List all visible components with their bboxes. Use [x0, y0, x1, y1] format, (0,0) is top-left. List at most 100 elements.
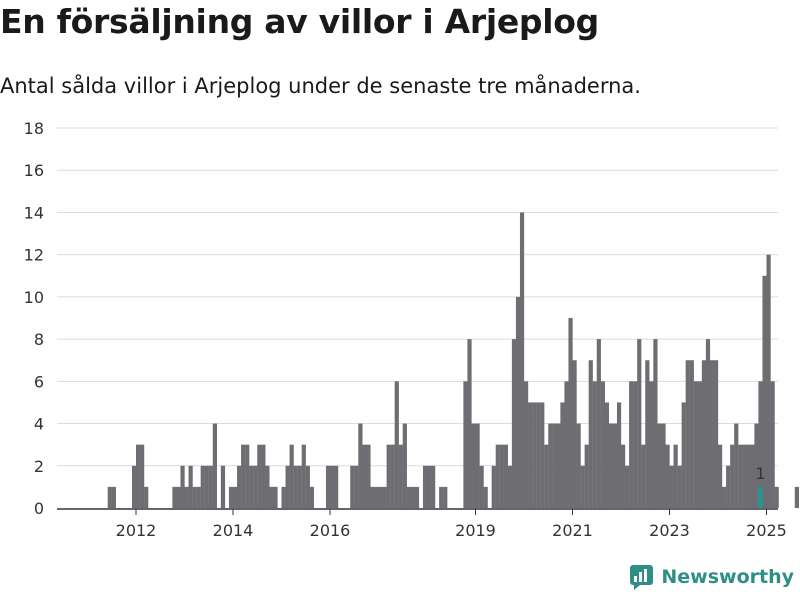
- bar: [406, 486, 411, 508]
- bar: [770, 381, 775, 508]
- bar: [366, 444, 371, 508]
- bar: [742, 444, 747, 508]
- bar: [402, 423, 407, 508]
- bar: [592, 381, 597, 508]
- bar: [564, 381, 569, 508]
- bar: [697, 381, 702, 508]
- bar: [491, 465, 496, 508]
- brand-name: Newsworthy: [661, 566, 794, 588]
- bar: [273, 486, 278, 508]
- bar: [584, 444, 589, 508]
- bar: [414, 486, 420, 508]
- bar: [604, 402, 610, 508]
- y-tick-label: 0: [34, 499, 44, 518]
- bar: [629, 381, 634, 508]
- bar: [794, 486, 799, 508]
- bar: [358, 423, 363, 508]
- bar: [722, 486, 727, 508]
- bar: [350, 465, 355, 508]
- y-axis: 0 2 4 6 8 10 12 14 16 18: [24, 119, 44, 518]
- bar: [188, 465, 193, 508]
- x-tick-label: 2021: [552, 521, 593, 540]
- gridlines: [57, 127, 778, 467]
- bar: [390, 444, 395, 508]
- bar: [661, 423, 666, 508]
- bar: [536, 402, 541, 508]
- bar: [637, 339, 642, 508]
- bar: [204, 465, 209, 508]
- bar: [645, 360, 650, 508]
- bar: [249, 465, 254, 508]
- bar: [241, 444, 246, 508]
- highlight-value-label: 1: [755, 464, 765, 483]
- bar: [669, 465, 674, 508]
- bar: [540, 402, 545, 508]
- bar: [180, 465, 185, 508]
- bar: [427, 465, 432, 508]
- bar: [754, 423, 759, 508]
- bar: [588, 360, 593, 508]
- bar: [519, 212, 525, 508]
- bar: [410, 486, 416, 508]
- bar: [471, 423, 476, 508]
- bar: [507, 465, 513, 508]
- bar: [499, 444, 504, 508]
- bar: [228, 486, 234, 508]
- chart-subtitle: Antal sålda villor i Arjeplog under de s…: [0, 74, 641, 98]
- bar: [200, 465, 205, 508]
- bar: [370, 486, 375, 508]
- bar: [422, 465, 428, 508]
- bar: [746, 444, 751, 508]
- bar: [362, 444, 367, 508]
- bar: [734, 423, 739, 508]
- bar: [305, 465, 310, 508]
- x-axis: 2012 2014 2016 2019 2021 2023 2025: [57, 508, 787, 540]
- bar: [649, 381, 654, 508]
- bar: [677, 465, 682, 508]
- bar: [503, 444, 508, 508]
- bar: [184, 486, 189, 508]
- bar: [212, 423, 217, 508]
- bar: [378, 486, 383, 508]
- bar: [673, 444, 678, 508]
- bar: [483, 486, 488, 508]
- bar: [467, 339, 472, 508]
- bar: [556, 423, 561, 508]
- bar: [431, 465, 436, 508]
- bar: [495, 444, 500, 508]
- bar: [515, 296, 521, 508]
- bar: [693, 381, 698, 508]
- bar: [144, 486, 149, 508]
- bar: [293, 465, 298, 508]
- bar: [625, 465, 630, 508]
- bar: [253, 465, 258, 508]
- bar: [572, 360, 577, 508]
- bar: [382, 486, 387, 508]
- bar: [285, 465, 290, 508]
- bar: [713, 360, 719, 508]
- bar: [309, 486, 314, 508]
- bar: [301, 444, 306, 508]
- bar: [111, 486, 116, 508]
- bar: [576, 423, 581, 508]
- bar: [233, 486, 238, 508]
- x-tick-label: 2016: [310, 521, 351, 540]
- bar: [560, 402, 565, 508]
- y-tick-label: 8: [34, 330, 44, 349]
- bar: [709, 360, 715, 508]
- bar: [463, 381, 468, 508]
- bar: [544, 444, 549, 508]
- x-tick-label: 2012: [116, 521, 157, 540]
- y-tick-label: 12: [24, 246, 44, 265]
- bar: [568, 318, 573, 508]
- bar: [612, 423, 618, 508]
- bar: [281, 486, 286, 508]
- bar: [475, 423, 480, 508]
- bar: [580, 465, 585, 508]
- bar: [334, 465, 339, 508]
- bar: [297, 465, 302, 508]
- bar: [685, 360, 690, 508]
- bars: 1: [107, 212, 799, 508]
- bar: [140, 444, 145, 508]
- bar: [354, 465, 359, 508]
